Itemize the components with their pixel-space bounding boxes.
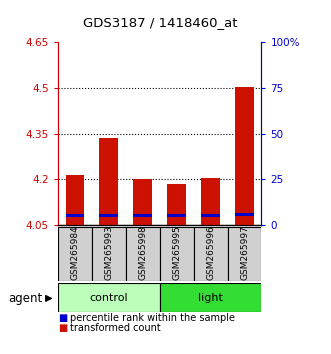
Text: agent: agent	[8, 292, 42, 305]
Bar	[92, 227, 126, 281]
Bar	[100, 138, 118, 225]
Text: control: control	[89, 293, 128, 303]
Bar	[167, 184, 186, 225]
Bar	[235, 213, 254, 216]
Text: GSM265997: GSM265997	[240, 225, 249, 280]
Bar	[235, 86, 254, 225]
Bar	[160, 227, 194, 281]
Text: GSM265984: GSM265984	[71, 225, 79, 280]
Bar	[58, 283, 160, 312]
Text: light: light	[198, 293, 223, 303]
Text: GSM265996: GSM265996	[206, 225, 215, 280]
Bar	[201, 214, 220, 217]
Bar	[126, 227, 160, 281]
Bar	[66, 175, 84, 225]
Bar	[201, 178, 220, 225]
Bar	[160, 283, 261, 312]
Bar	[100, 214, 118, 217]
Bar	[58, 227, 92, 281]
Bar	[133, 214, 152, 217]
Bar	[194, 227, 227, 281]
Text: GDS3187 / 1418460_at: GDS3187 / 1418460_at	[83, 17, 238, 29]
Text: GSM265998: GSM265998	[138, 225, 147, 280]
Text: GSM265995: GSM265995	[172, 225, 181, 280]
Bar	[66, 214, 84, 217]
Text: transformed count: transformed count	[70, 323, 160, 333]
Bar	[167, 214, 186, 217]
Text: percentile rank within the sample: percentile rank within the sample	[70, 313, 234, 323]
Text: ■: ■	[58, 323, 67, 333]
Text: GSM265993: GSM265993	[104, 225, 113, 280]
Text: ■: ■	[58, 313, 67, 323]
Bar	[133, 179, 152, 225]
Bar	[227, 227, 261, 281]
